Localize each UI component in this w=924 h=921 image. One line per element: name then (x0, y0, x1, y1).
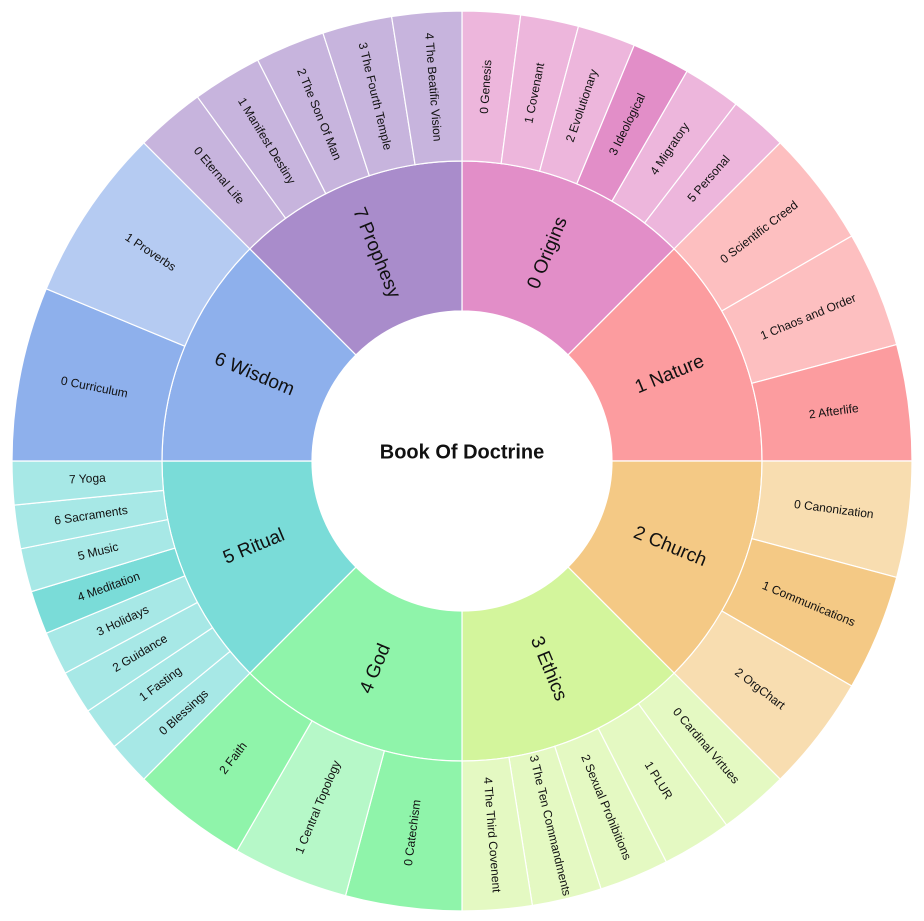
subcategory-label-2-afterlife: 2 Afterlife (808, 401, 860, 421)
subcategory-label-7-yoga: 7 Yoga (69, 471, 107, 487)
subcategory-label-0-genesis: 0 Genesis (477, 59, 495, 114)
center-title: Book Of Doctrine (380, 441, 544, 463)
subcategory-segment-4-the-beatific-vision[interactable] (390, 10, 463, 166)
